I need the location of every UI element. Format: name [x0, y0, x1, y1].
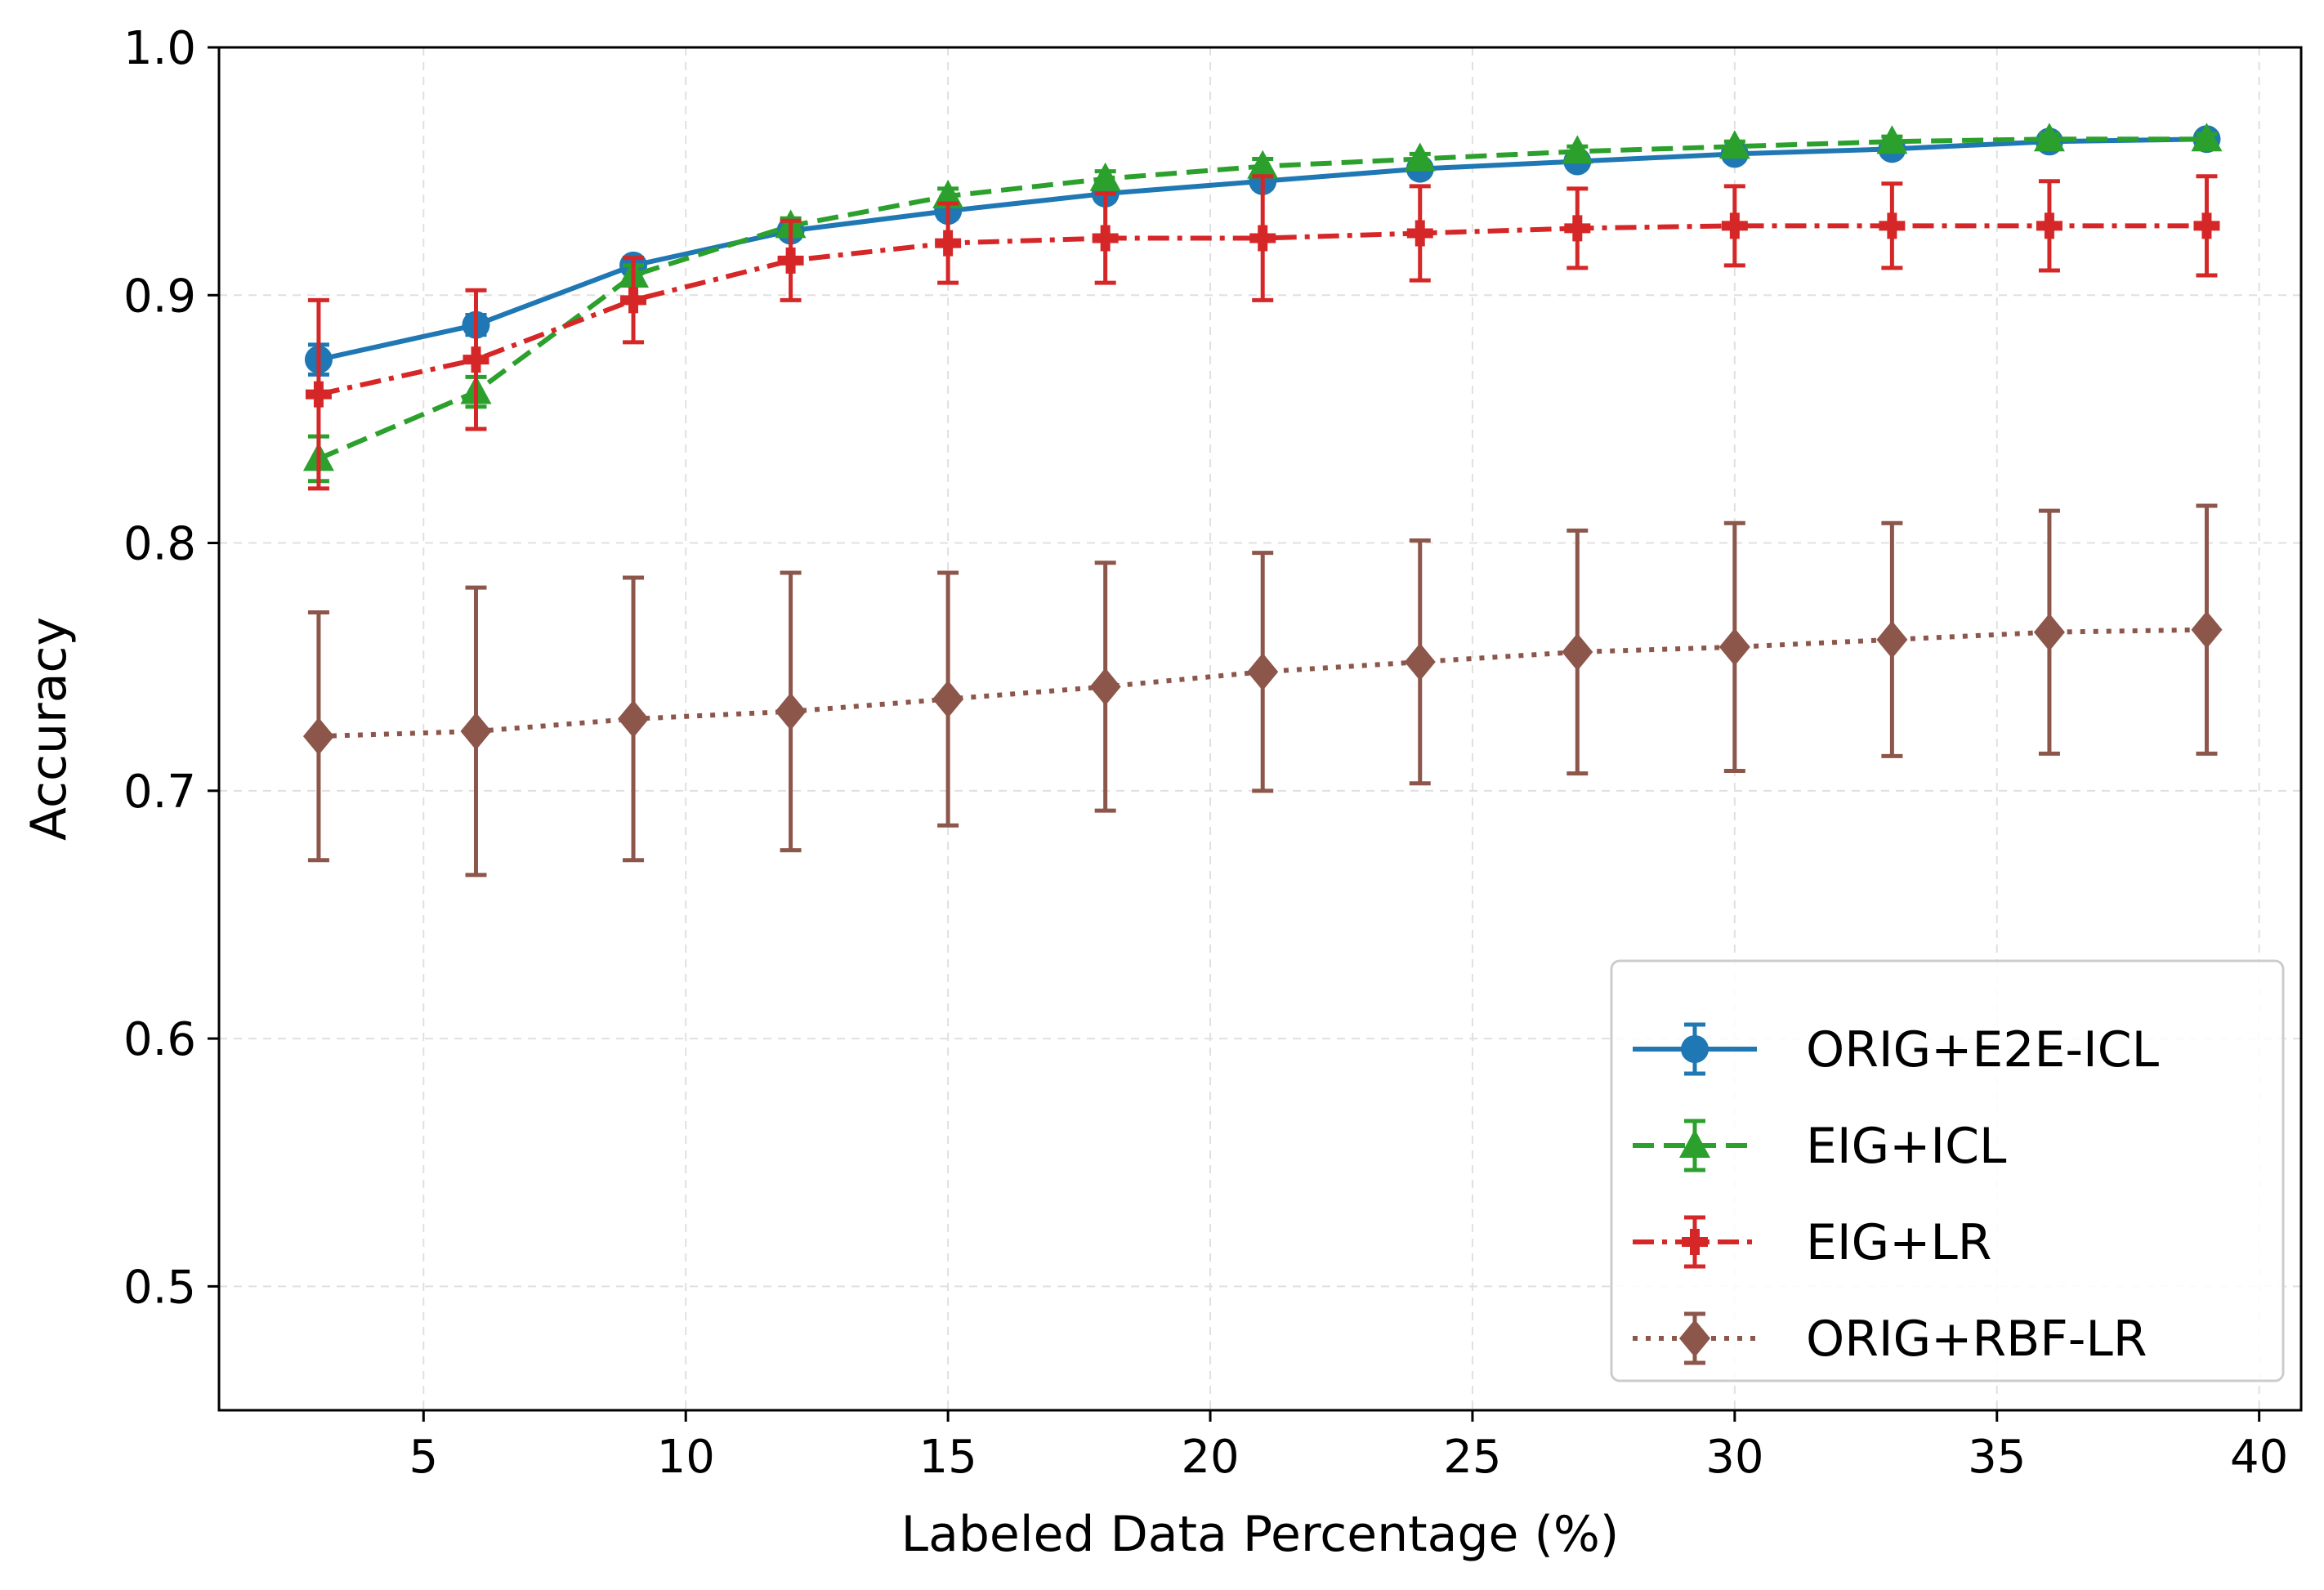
data-point [1249, 225, 1276, 252]
y-tick-label: 0.5 [123, 1261, 196, 1314]
data-point [1721, 212, 1748, 239]
series-eig-lr [305, 174, 2220, 491]
x-axis-title: Labeled Data Percentage (%) [901, 1506, 1620, 1563]
data-point [935, 230, 962, 257]
data-point [1406, 220, 1433, 247]
data-point [618, 699, 650, 738]
x-tick-label: 20 [1181, 1431, 1239, 1484]
x-tick-label: 15 [918, 1431, 977, 1484]
data-point [1247, 150, 1279, 179]
legend-marker [1679, 1129, 1710, 1158]
axis-ticks: 5 10 15 20 25 30 35 40 0.5 0.6 0.7 0.8 0.9 1.0 [123, 22, 2288, 1484]
data-point [2191, 123, 2223, 152]
data-point [1404, 643, 1436, 681]
data-point [2033, 613, 2065, 651]
legend-item-orig-rbf-lr[interactable]: ORIG+RBF-LR [1633, 1311, 2147, 1368]
legend-label: EIG+LR [1806, 1214, 1992, 1271]
plot-frame [217, 46, 2303, 1412]
data-point [1089, 668, 1121, 706]
legend-item-eig-icl[interactable]: EIG+ICL [1633, 1118, 2007, 1175]
data-point [460, 712, 492, 751]
y-tick-label: 0.9 [123, 270, 196, 323]
series-eig-icl [302, 123, 2223, 484]
legend-marker [1682, 1229, 1708, 1255]
series-layer [302, 123, 2223, 878]
data-point [463, 346, 489, 373]
x-tick-label: 10 [657, 1431, 715, 1484]
data-point [932, 680, 964, 718]
legend-item-orig-e2e-icl[interactable]: ORIG+E2E-ICL [1633, 1021, 2160, 1079]
legend-label: ORIG+E2E-ICL [1806, 1021, 2160, 1079]
data-point [1879, 212, 1906, 239]
data-point [777, 247, 804, 274]
data-point [2036, 212, 2063, 239]
legend-label: EIG+ICL [1806, 1118, 2007, 1175]
legend-marker [1679, 1320, 1710, 1357]
data-point [2193, 212, 2220, 239]
data-point [775, 692, 807, 730]
x-tick-label: 30 [1705, 1431, 1763, 1484]
y-tick-label: 0.7 [123, 766, 196, 819]
y-tick-label: 0.6 [123, 1013, 196, 1066]
legend-item-eig-lr[interactable]: EIG+LR [1633, 1214, 1992, 1271]
x-tick-label: 35 [1968, 1431, 2026, 1484]
data-point [1247, 653, 1279, 691]
data-point [2191, 610, 2223, 649]
data-point [2033, 123, 2065, 152]
legend-box [1610, 959, 2285, 1382]
data-point [1876, 125, 1908, 154]
data-point [305, 381, 332, 408]
data-point [1562, 135, 1593, 164]
y-tick-label: 0.8 [123, 518, 196, 571]
x-tick-label: 5 [409, 1431, 438, 1484]
data-point [1089, 162, 1121, 191]
data-point [1718, 130, 1750, 159]
legend[interactable]: ORIG+E2E-ICL EIG+ICL EIG+LR ORIG+RBF-LR [1610, 959, 2285, 1382]
y-axis-title: Accuracy [20, 617, 78, 841]
data-point [1092, 225, 1119, 252]
data-point [1718, 628, 1750, 666]
data-point [1404, 142, 1436, 172]
data-point [1876, 620, 1908, 659]
legend-label: ORIG+RBF-LR [1806, 1311, 2147, 1368]
x-tick-label: 40 [2230, 1431, 2288, 1484]
y-tick-label: 1.0 [123, 22, 196, 75]
series-orig-rbf-lr [302, 503, 2223, 878]
x-tick-label: 25 [1443, 1431, 1501, 1484]
data-point [1562, 632, 1593, 671]
data-point [932, 179, 964, 208]
data-point [302, 717, 334, 756]
legend-marker [1681, 1035, 1709, 1063]
data-point [1564, 215, 1591, 242]
data-point [620, 287, 647, 314]
